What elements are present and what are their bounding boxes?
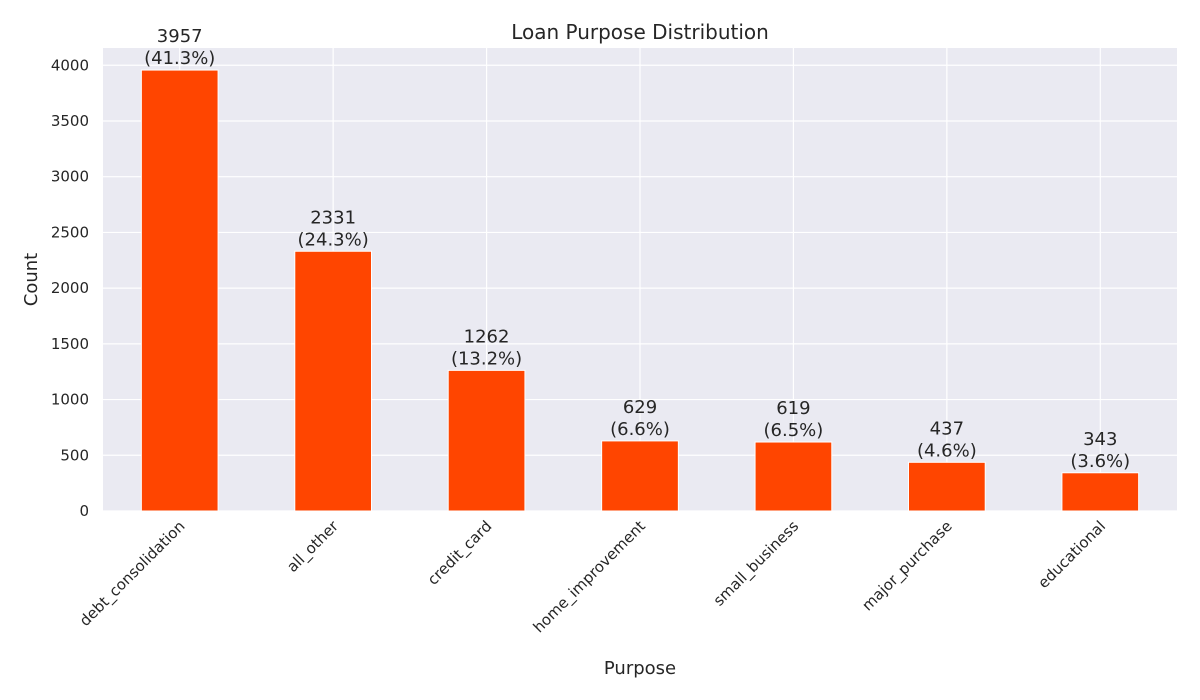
bars [140, 69, 1140, 512]
y-tick-label: 4000 [51, 56, 89, 74]
bar-home-improvement [601, 440, 679, 512]
y-tick-label: 0 [79, 502, 89, 520]
x-tick-label: educational [1034, 517, 1109, 592]
x-tick-label: major_purchase [858, 517, 956, 615]
y-tick-label: 1500 [51, 335, 89, 353]
bar-all-other [294, 250, 372, 512]
data-label-count: 2331 [310, 207, 356, 228]
chart-title: Loan Purpose Distribution [511, 20, 769, 44]
data-label-percent: (6.5%) [764, 420, 824, 441]
data-label-percent: (41.3%) [144, 48, 215, 69]
bar-debt-consolidation [140, 69, 219, 512]
x-tick-label: debt_consolidation [76, 517, 189, 630]
y-tick-label: 2500 [51, 223, 89, 241]
data-label-percent: (4.6%) [917, 440, 977, 461]
y-tick-label: 1000 [51, 391, 89, 409]
y-tick-label: 3500 [51, 112, 89, 130]
data-label-count: 1262 [464, 326, 510, 347]
data-labels: 3957(41.3%) 2331(24.3%) 1262(13.2%) 629(6.6… [144, 26, 1130, 472]
x-tick-label: small_business [710, 517, 803, 610]
data-label-percent: (13.2%) [451, 348, 522, 369]
data-label-percent: (24.3%) [298, 229, 369, 250]
y-tick-label: 2000 [51, 279, 89, 297]
y-axis-label: Count [21, 253, 42, 306]
data-label-count: 343 [1083, 429, 1117, 450]
bar-educational [1061, 472, 1140, 512]
bar-credit-card [447, 369, 526, 512]
data-label-count: 3957 [157, 26, 203, 47]
data-label-percent: (3.6%) [1070, 451, 1130, 472]
data-label-count: 629 [623, 397, 657, 418]
x-tick-label: credit_card [424, 517, 496, 589]
x-tick-label: all_other [283, 517, 343, 577]
data-label-percent: (6.6%) [610, 419, 670, 440]
bar-small-business [754, 441, 833, 512]
y-tick-label: 3000 [51, 168, 89, 186]
x-axis-label: Purpose [604, 658, 676, 679]
y-tick-label: 500 [60, 446, 89, 464]
data-label-count: 437 [930, 418, 964, 439]
x-tick-label: home_improvement [530, 517, 650, 637]
bar-major-purchase [908, 461, 986, 512]
data-label-count: 619 [776, 398, 810, 419]
